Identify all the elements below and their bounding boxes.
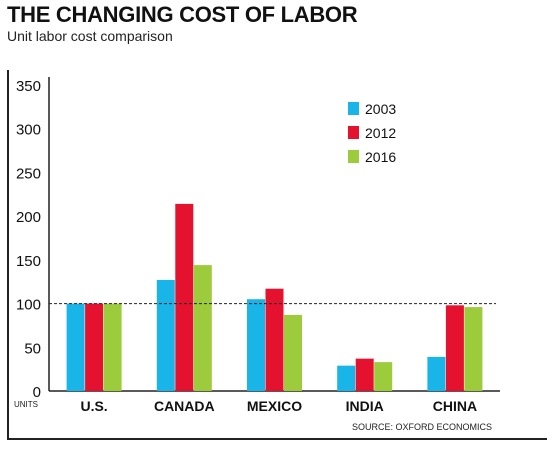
bar-2003-us (66, 303, 85, 391)
frame-left-border (7, 70, 9, 440)
x-tick-label: MEXICO (247, 398, 302, 414)
y-tick-label: 50 (24, 340, 41, 357)
bar-2016-india (374, 362, 393, 391)
legend-swatch-2012 (348, 126, 359, 139)
legend-label-2012: 2012 (365, 125, 396, 141)
x-tick-label: INDIA (346, 398, 384, 414)
bar-2012-china (445, 305, 464, 391)
bar-2016-canada (193, 265, 212, 391)
bar-2003-india (337, 365, 356, 391)
bar-2012-us (85, 303, 104, 391)
bar-2003-china (427, 356, 446, 391)
legend-swatch-2016 (348, 150, 359, 163)
chart-subtitle: Unit labor cost comparison (7, 28, 173, 44)
bar-2016-us (103, 303, 122, 391)
bar-2016-china (464, 307, 483, 391)
y-tick-label: 350 (16, 78, 41, 95)
y-tick-label: 100 (16, 297, 41, 314)
bar-2012-india (355, 358, 374, 391)
y-tick-label: 300 (16, 122, 41, 139)
bars (49, 203, 496, 391)
x-tick-label: U.S. (80, 398, 107, 414)
y-tick-label: 150 (16, 253, 41, 270)
bar-2016-mexico (284, 314, 302, 391)
y-tick-label: 250 (16, 165, 41, 182)
y-tick-label: 200 (16, 209, 41, 226)
legend-swatch-2003 (348, 102, 359, 115)
axes: 0 50 100 150 200 250 300 350 UNITS U.S. CANADA MEXI… (14, 77, 500, 414)
source-note: SOURCE: OXFORD ECONOMICS (352, 422, 492, 432)
x-tick-label: CANADA (154, 398, 215, 414)
bar-2012-canada (175, 203, 194, 391)
legend-label-2003: 2003 (365, 101, 396, 117)
legend-label-2016: 2016 (365, 149, 396, 165)
x-tick-label: CHINA (433, 398, 477, 414)
y-axis-label: UNITS (14, 400, 38, 409)
bar-2003-mexico (247, 299, 265, 391)
legend: 2003 2012 2016 (348, 101, 396, 165)
y-tick-label: 0 (33, 384, 41, 401)
bar-2003-canada (156, 279, 175, 391)
bar-2012-mexico (265, 288, 284, 391)
frame-bottom-border (7, 438, 547, 440)
chart-title: THE CHANGING COST OF LABOR (7, 2, 358, 27)
